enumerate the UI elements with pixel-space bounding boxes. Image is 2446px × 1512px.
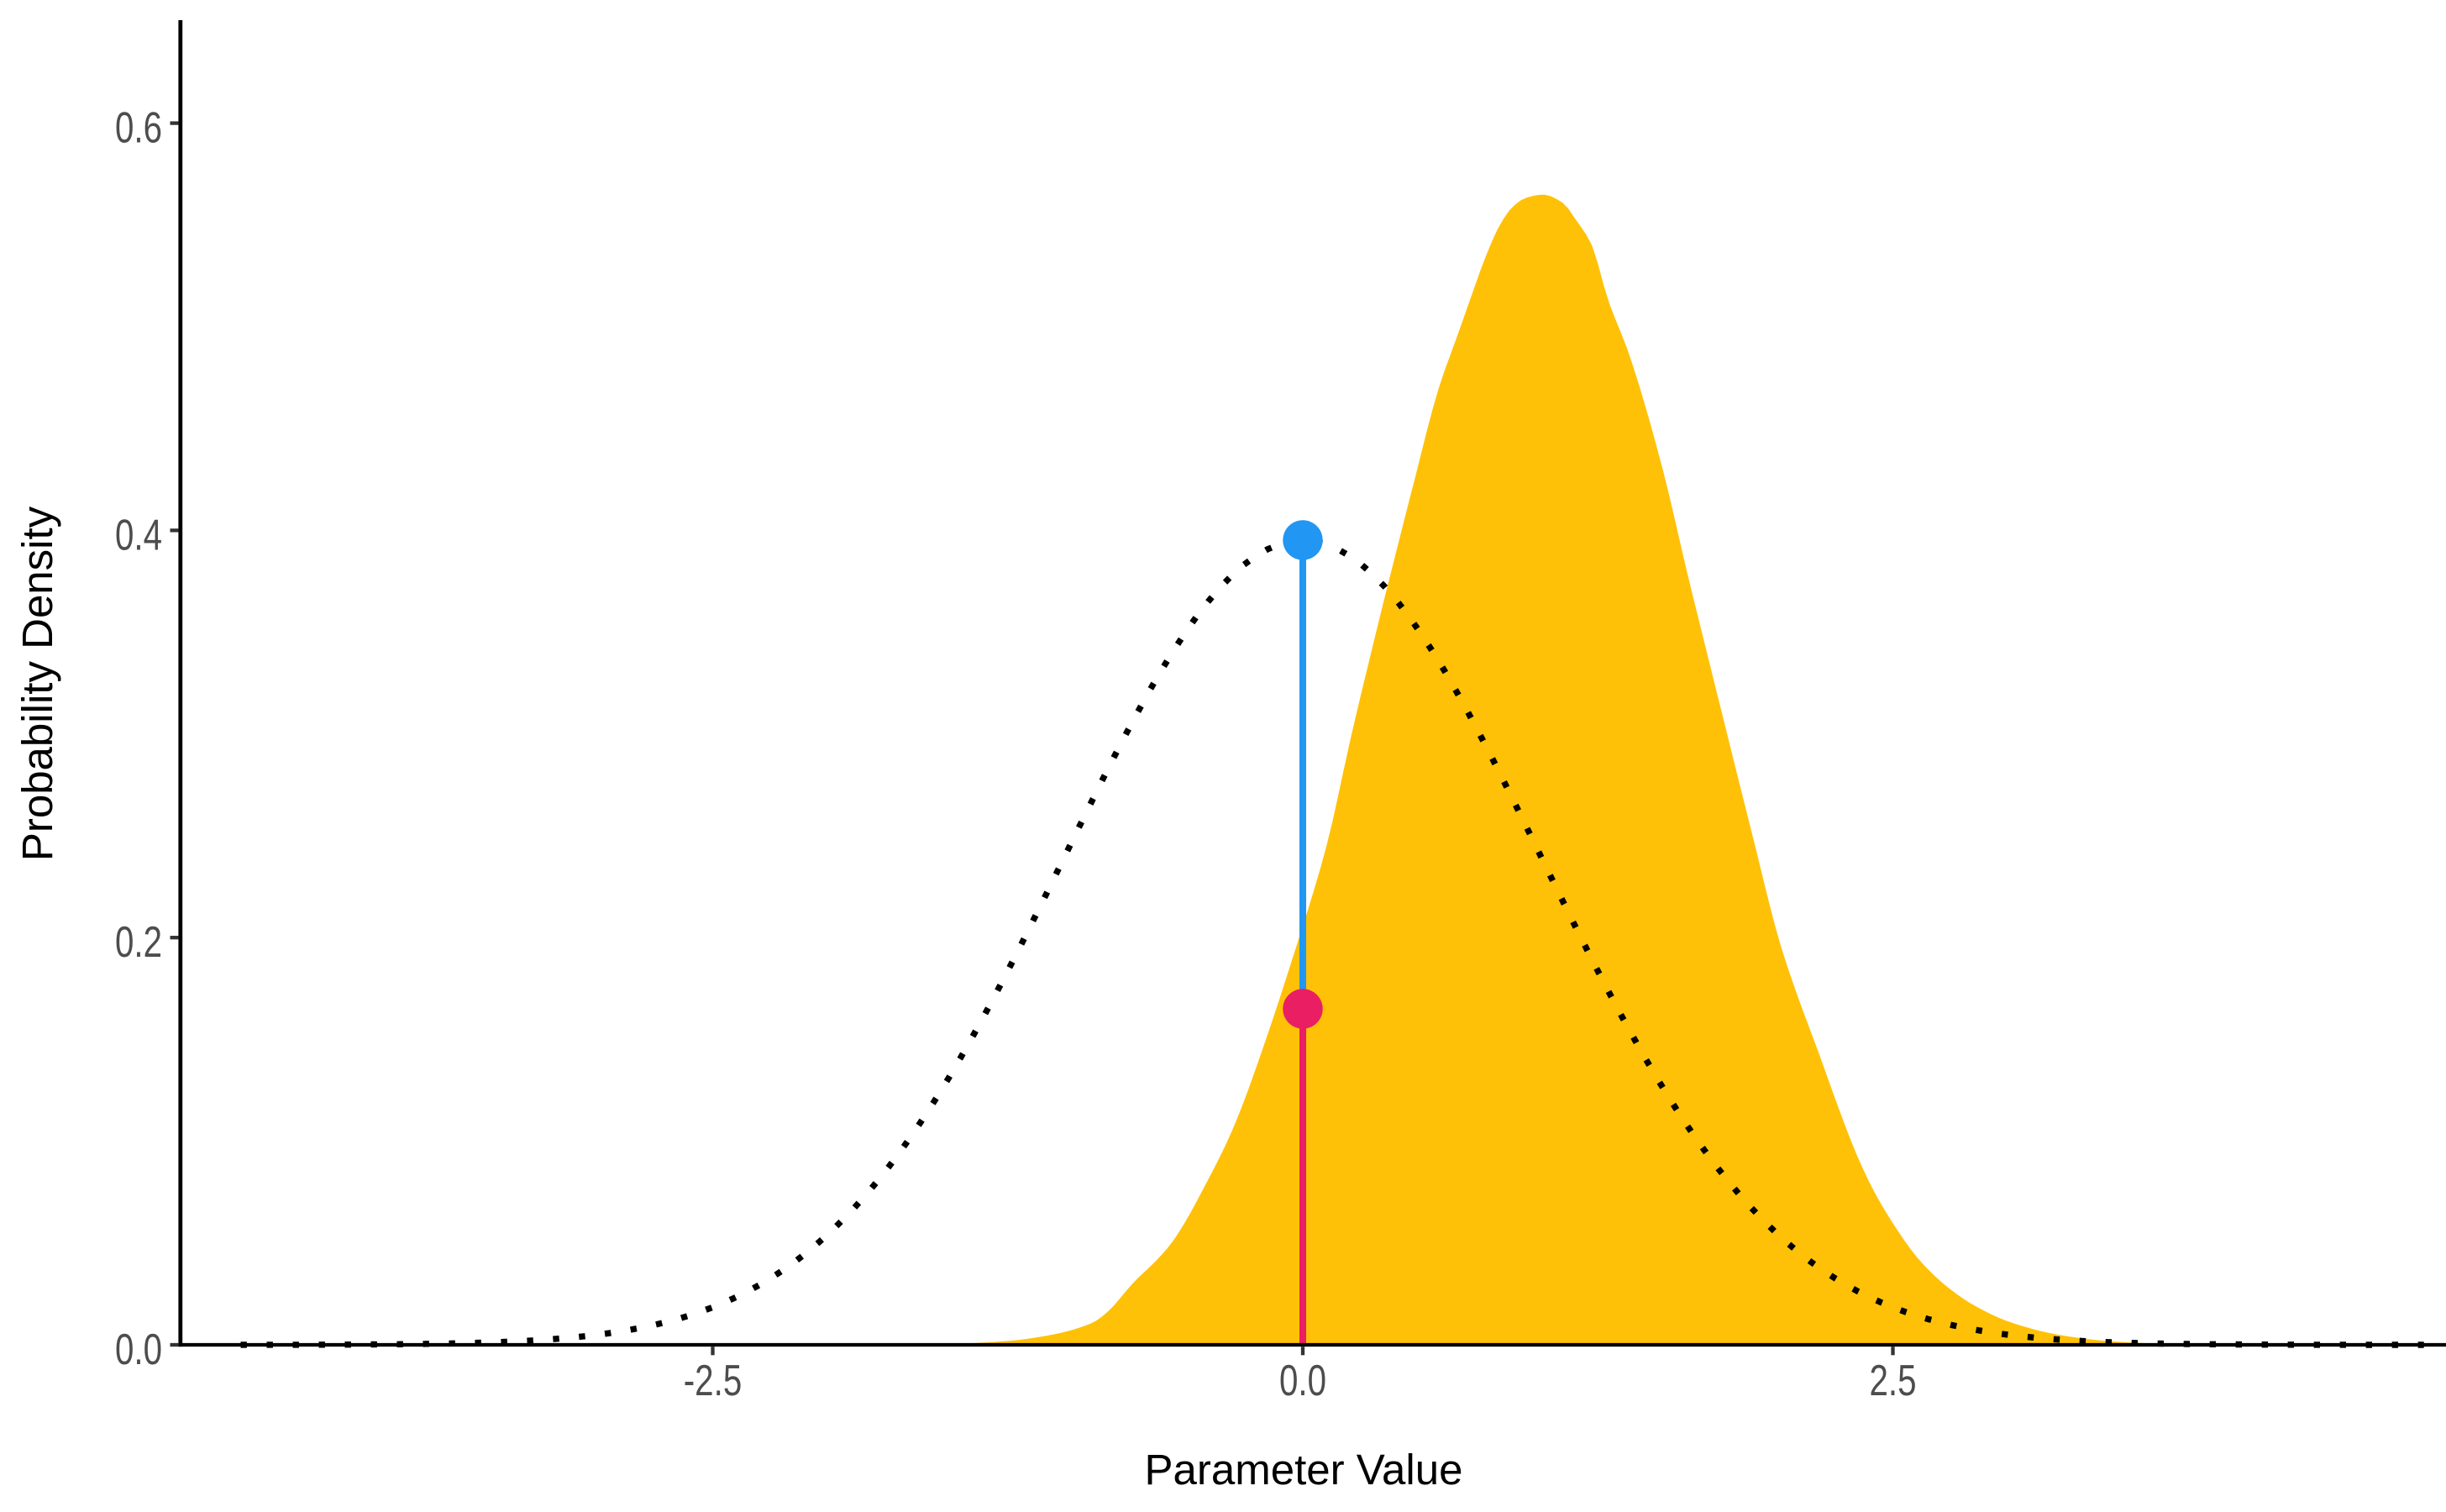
svg-text:Probability Density: Probability Density — [13, 506, 61, 861]
svg-text:0.2: 0.2 — [115, 918, 162, 967]
svg-text:0.0: 0.0 — [115, 1326, 162, 1374]
svg-text:0.6: 0.6 — [115, 104, 162, 153]
svg-text:Parameter Value: Parameter Value — [1145, 1446, 1463, 1494]
svg-text:0.0: 0.0 — [1279, 1357, 1326, 1405]
svg-text:-2.5: -2.5 — [684, 1357, 743, 1405]
svg-text:2.5: 2.5 — [1870, 1357, 1917, 1405]
svg-text:0.4: 0.4 — [115, 511, 162, 559]
